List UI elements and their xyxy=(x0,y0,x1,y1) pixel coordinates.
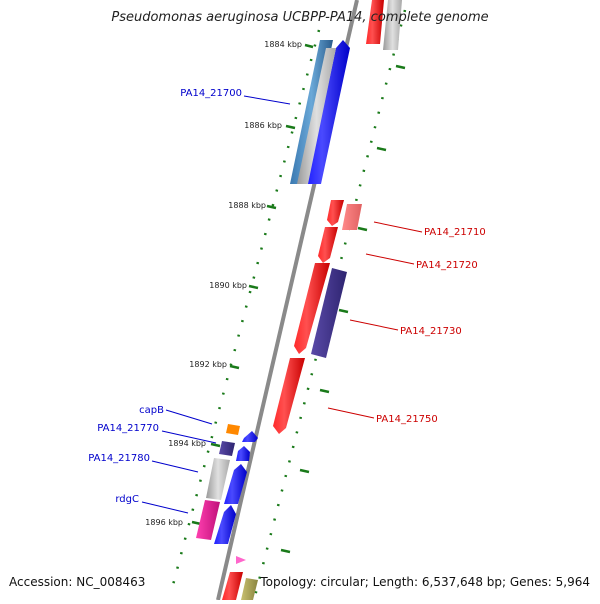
gene-block[interactable] xyxy=(342,204,362,230)
major-tick xyxy=(357,226,368,232)
gene-block[interactable] xyxy=(311,268,347,358)
gene-arrow-forward[interactable] xyxy=(224,464,247,504)
major-tick xyxy=(266,204,277,210)
major-tick xyxy=(376,146,387,152)
gene-label-PA14_21780[interactable]: PA14_21780 xyxy=(88,453,150,464)
tick-track-left xyxy=(171,29,321,586)
kbp-tick-label: 1890 kbp xyxy=(209,281,247,290)
gene-block[interactable] xyxy=(219,441,235,456)
gene-block[interactable] xyxy=(206,458,230,500)
gene-arrow-forward[interactable] xyxy=(236,446,250,461)
map-title: Pseudomonas aeruginosa UCBPP-PA14, compl… xyxy=(111,10,489,25)
kbp-tick-label: 1894 kbp xyxy=(168,439,206,448)
gene-block[interactable] xyxy=(297,48,336,184)
major-tick xyxy=(280,548,291,554)
gene-label-rdgC[interactable]: rdgC xyxy=(115,494,139,505)
label-leader-line xyxy=(151,460,199,473)
major-tick xyxy=(395,64,406,70)
major-tick xyxy=(285,124,296,130)
major-tick xyxy=(304,43,314,49)
kbp-tick-label: 1896 kbp xyxy=(145,518,183,527)
label-leader-line xyxy=(373,221,423,233)
major-tick xyxy=(299,468,310,474)
major-tick xyxy=(248,284,259,290)
gene-arrow-forward[interactable] xyxy=(214,505,236,544)
gene-arrow-reverse[interactable] xyxy=(273,358,305,434)
gene-label-PA14_21710[interactable]: PA14_21710 xyxy=(424,227,486,238)
gene-label-capB[interactable]: capB xyxy=(139,405,164,416)
major-tick xyxy=(229,364,240,370)
gene-block-capB[interactable] xyxy=(226,424,240,435)
gene-label-PA14_21750[interactable]: PA14_21750 xyxy=(376,414,438,425)
major-tick xyxy=(319,388,330,394)
label-leader-line xyxy=(141,501,189,514)
gene-arrow-reverse[interactable] xyxy=(222,572,243,600)
gene-label-PA14_21770[interactable]: PA14_21770 xyxy=(97,423,159,434)
kbp-tick-label: 1892 kbp xyxy=(189,360,227,369)
gene-block[interactable] xyxy=(241,578,258,600)
major-ticks xyxy=(191,43,406,554)
label-leader-line xyxy=(243,95,291,105)
gene-arrow[interactable] xyxy=(383,0,402,50)
kbp-tick-label: 1884 kbp xyxy=(264,40,302,49)
gene-label-PA14_21700[interactable]: PA14_21700 xyxy=(180,88,242,99)
label-leader-line xyxy=(161,430,217,444)
label-leader-line xyxy=(365,253,415,265)
major-tick xyxy=(210,442,221,448)
gene-arrow-forward[interactable] xyxy=(242,431,258,442)
gene-arrow-reverse[interactable] xyxy=(327,200,344,226)
gene-marker xyxy=(236,556,246,564)
major-tick xyxy=(338,308,349,314)
kbp-tick-label: 1886 kbp xyxy=(244,121,282,130)
accession-text: Accession: NC_008463 xyxy=(9,575,146,589)
gene-label-PA14_21720[interactable]: PA14_21720 xyxy=(416,260,478,271)
label-leader-line xyxy=(327,407,375,419)
kbp-tick-label: 1888 kbp xyxy=(228,201,266,210)
gene-arrow-reverse[interactable] xyxy=(318,227,338,263)
gene-label-PA14_21730[interactable]: PA14_21730 xyxy=(400,326,462,337)
label-leader-line xyxy=(349,319,399,331)
label-leader-line xyxy=(165,409,213,425)
gene-block[interactable] xyxy=(196,500,220,540)
gene-arrow-reverse[interactable] xyxy=(366,0,384,44)
topology-text: Topology: circular; Length: 6,537,648 bp… xyxy=(260,575,590,589)
gene-arrow-forward[interactable] xyxy=(307,40,350,184)
gene-arrow-reverse[interactable] xyxy=(294,263,330,354)
